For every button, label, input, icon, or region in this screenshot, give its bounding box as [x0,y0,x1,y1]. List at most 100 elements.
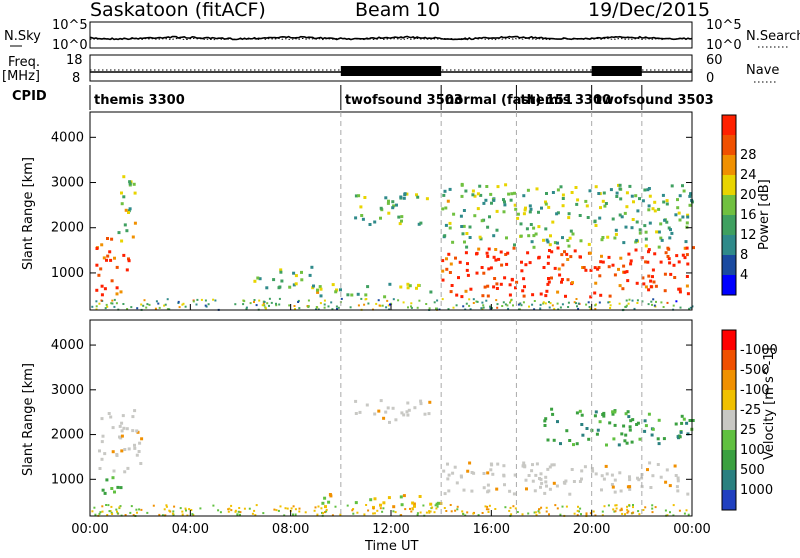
heatmap-cell [545,510,548,513]
heatmap-cell [436,299,439,302]
heatmap-cell [492,285,496,289]
heatmap-cell [651,504,654,507]
x-tick-label: 12:00 [372,522,409,537]
heatmap-cell [346,504,349,507]
heatmap-cell [630,226,634,230]
heatmap-cell [472,512,475,515]
heatmap-cell [199,507,202,510]
heatmap-cell [600,474,604,478]
heatmap-cell [660,301,663,304]
heatmap-cell [177,302,180,304]
heatmap-cell [532,226,536,230]
heatmap-cell [628,428,632,432]
heatmap-cell [91,305,94,308]
heatmap-cell [584,199,588,203]
heatmap-cell [674,474,678,477]
heatmap-cell [354,216,358,220]
heatmap-cell [638,437,642,441]
heatmap-cell [560,278,564,281]
heatmap-cell [416,512,419,515]
heatmap-cell [539,292,543,296]
freq-left-tick-bottom: 8 [72,71,80,86]
heatmap-cell [463,240,466,244]
heatmap-cell [686,262,690,266]
y-tick-label: 1000 [51,266,84,281]
heatmap-cell [559,442,562,446]
heatmap-cell [489,462,493,466]
heatmap-cell [630,194,634,198]
heatmap-cell [556,188,560,192]
heatmap-cell [665,202,669,206]
heatmap-cell [580,477,583,481]
heatmap-cell [471,189,475,193]
heatmap-cell [620,507,623,510]
colorbar-swatch [722,175,736,195]
heatmap-cell [551,220,555,224]
heatmap-cell [292,513,294,516]
heatmap-cell [579,507,582,510]
heatmap-cell [369,498,373,502]
heatmap-cell [555,212,559,216]
heatmap-cell [626,511,629,514]
heatmap-cell [610,483,614,486]
heatmap-cell [399,285,403,289]
heatmap-cell [533,300,536,302]
heatmap-cell [519,302,522,305]
heatmap-cell [552,463,556,467]
heatmap-cell [629,262,633,266]
heatmap-cell [667,226,671,230]
heatmap-cell [346,293,350,297]
heatmap-cell [465,245,469,249]
heatmap-cell [398,222,402,226]
colorbar-swatch [722,215,736,235]
heatmap-cell [418,495,422,498]
power-ylabel: Slant Range [km] [21,157,36,270]
heatmap-cell [329,494,333,498]
heatmap-cell [605,443,608,447]
heatmap-cell [408,284,412,288]
cpid-segment-label-1: twofsound 3503 [345,93,463,108]
heatmap-cell [539,472,543,476]
heatmap-cell [573,249,577,253]
heatmap-cell [564,294,567,298]
heatmap-cell [481,294,485,298]
heatmap-cell [654,506,657,509]
heatmap-cell [586,216,590,219]
heatmap-cell [609,304,612,307]
heatmap-cell [520,304,523,307]
noise-search-label: N.Search [746,29,800,44]
heatmap-cell [441,269,445,273]
colorbar-swatch [722,195,736,215]
time-axis-label: Time UT [364,539,418,554]
heatmap-cell [100,284,104,288]
colorbar-swatch [722,155,736,175]
heatmap-cell [419,402,423,406]
heatmap-cell [596,428,600,432]
heatmap-cell [556,507,559,510]
heatmap-cell [614,228,618,232]
heatmap-cell [544,417,548,421]
heatmap-cell [103,452,107,456]
heatmap-cell [119,290,123,294]
heatmap-cell [462,209,466,212]
heatmap-cell [315,306,318,308]
heatmap-cell [181,303,184,306]
noise-sky-label: N.Sky [4,29,41,44]
heatmap-cell [157,302,160,305]
heatmap-cell [132,182,136,186]
heatmap-cell [517,303,520,306]
heatmap-cell [417,222,421,226]
heatmap-cell [565,252,569,256]
heatmap-cell [608,294,612,298]
heatmap-cell [253,509,256,512]
heatmap-cell [566,278,570,282]
heatmap-cell [118,435,121,439]
heatmap-cell [400,219,403,223]
heatmap-cell [402,494,406,498]
heatmap-cell [546,282,550,286]
heatmap-cell [570,468,574,471]
heatmap-cell [386,299,389,302]
heatmap-cell [443,189,447,193]
heatmap-cell [607,255,611,259]
heatmap-cell [429,502,433,506]
